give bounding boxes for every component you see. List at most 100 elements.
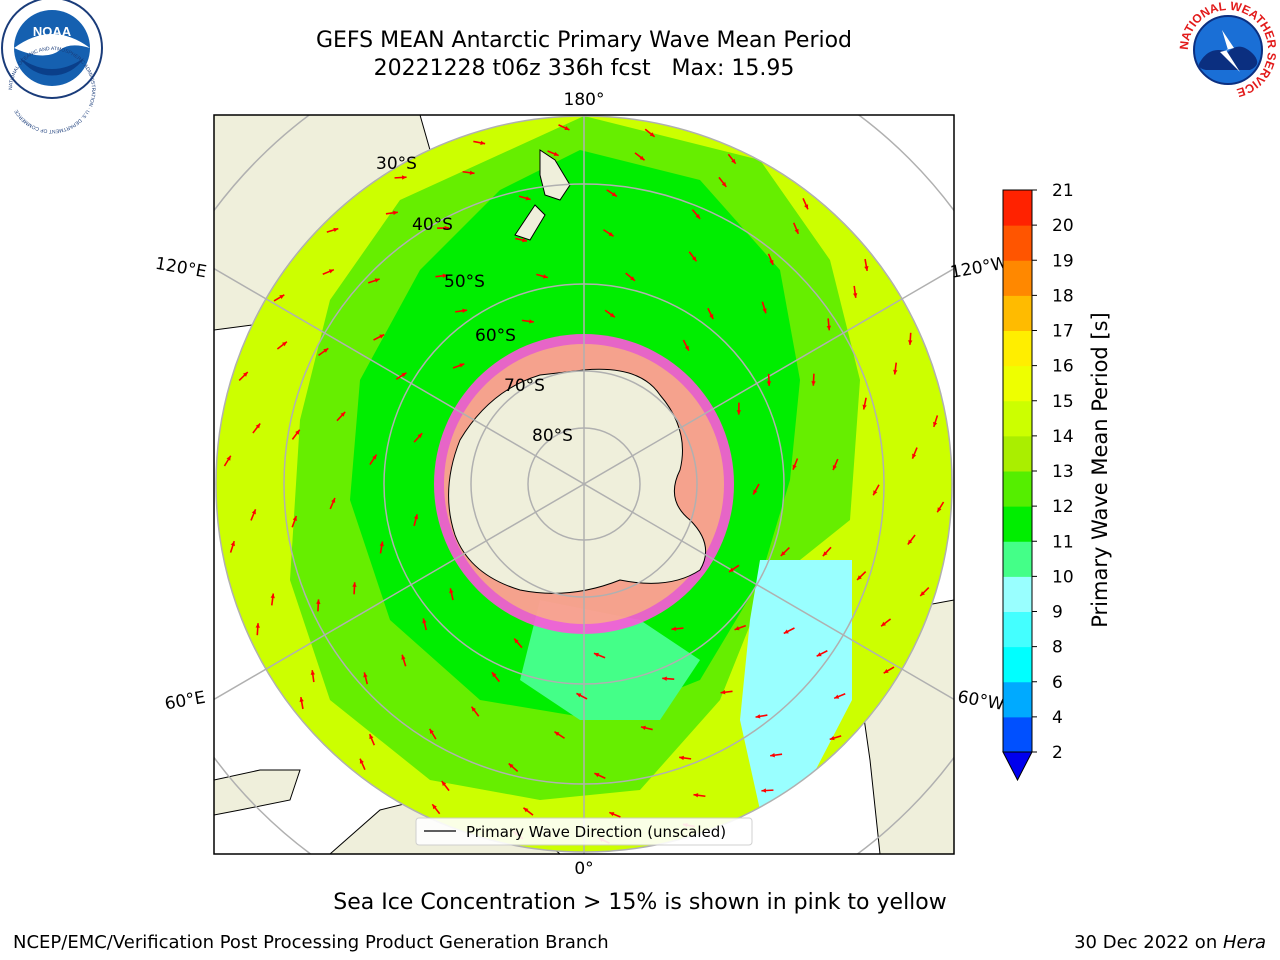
wave-arrow-head	[593, 652, 599, 657]
wave-arrow-head	[761, 788, 767, 793]
colorbar-tick-label: 8	[1052, 638, 1063, 658]
wave-arrow-head	[401, 372, 407, 377]
wave-arrow-head	[662, 676, 667, 681]
wave-arrow-head	[755, 714, 761, 719]
wave-arrow-head	[594, 773, 600, 778]
wave-arrow-head	[226, 455, 231, 461]
wave-arrow-head	[857, 575, 862, 580]
wave-arrow-head	[413, 514, 419, 520]
wave-arrow-head	[333, 227, 339, 232]
wave-arrow-head	[822, 551, 828, 557]
wave-arrow-head	[829, 736, 835, 741]
wave-arrow-head	[401, 654, 406, 660]
noaa-logo: NOAA NATIONAL OCEANIC AND ATMOSPHERIC AD…	[1, 0, 103, 134]
lat-label-80s: 80°S	[532, 426, 573, 446]
colorbar-segment	[1003, 646, 1032, 683]
land-madagascar	[214, 769, 301, 816]
wave-arrow-head	[853, 293, 858, 298]
noaa-logo-text: NOAA	[33, 24, 72, 39]
colorbar-segment	[1003, 611, 1032, 648]
wave-arrow-head	[480, 140, 486, 145]
wave-arrow-head	[255, 423, 261, 429]
colorbar-tick-label: 16	[1052, 357, 1074, 377]
wave-arrow-head	[441, 781, 447, 787]
wave-arrow-head	[444, 225, 450, 231]
wave-arrow-head	[564, 126, 570, 130]
colorbar-tick-label: 15	[1052, 392, 1074, 412]
wave-arrow-head	[525, 196, 531, 201]
wave-arrow-head	[469, 170, 475, 175]
wave-arrow-head	[299, 697, 304, 702]
wave-arrow-head	[912, 453, 917, 459]
wave-arrow-head	[243, 372, 248, 377]
latitude-labels: 30°S 40°S 50°S 60°S 70°S 80°S	[376, 154, 573, 446]
wave-arrow-head	[379, 334, 385, 339]
colorbar-label: Primary Wave Mean Period [s]	[1088, 312, 1112, 628]
wave-arrow-head	[553, 151, 559, 156]
lat-label-70s: 70°S	[504, 376, 545, 396]
wave-arrow-head	[379, 541, 384, 547]
wave-arrow-head	[816, 652, 822, 657]
wave-arrow-head	[804, 204, 809, 210]
wave-arrow-head	[832, 465, 837, 471]
wave-arrow-head	[295, 429, 300, 435]
nws-logo: NATIONAL WEATHER SERVICE	[1177, 0, 1279, 100]
graticule	[214, 115, 954, 854]
wave-arrow-head	[630, 276, 635, 281]
wave-arrow-head	[369, 734, 374, 740]
colorbar-tick-label: 18	[1052, 286, 1074, 306]
wave-arrow-head	[281, 341, 287, 347]
wave-arrow-head	[255, 623, 260, 628]
wave-arrow-head	[576, 693, 582, 698]
chart-title-line2: 20221228 t06z 336h fcst Max: 15.95	[373, 56, 795, 81]
wave-arrow-head	[873, 490, 878, 496]
wave-arrow-head	[734, 626, 740, 631]
colorbar-tick-label: 6	[1052, 673, 1063, 693]
lon-label-120w: 120°W	[949, 253, 1010, 283]
wave-arrow-head	[609, 812, 615, 817]
colorbar-segment	[1003, 506, 1032, 542]
wave-arrow-head	[542, 274, 548, 279]
colorbar-segment	[1003, 541, 1032, 577]
wave-arrow-head	[811, 381, 816, 386]
lon-label-0: 0°	[574, 859, 593, 879]
wave-arrow-head	[769, 259, 774, 265]
wave-arrow-head	[881, 621, 887, 627]
wave-arrow-head	[920, 591, 925, 596]
wave-arrow-head	[393, 210, 398, 215]
wave-arrow-head	[826, 325, 832, 331]
wave-arrow-head	[422, 618, 427, 624]
wave-arrow-head	[649, 132, 655, 137]
colorbar-segment	[1003, 576, 1032, 612]
colorbar-tick-label: 20	[1052, 216, 1074, 236]
colorbar-segment	[1003, 716, 1032, 753]
lat-label-30s: 30°S	[376, 154, 417, 174]
colorbar-segment	[1003, 225, 1032, 261]
wave-period-field-9	[740, 560, 852, 810]
wave-arrow-head	[693, 793, 699, 798]
footer-branch: NCEP/EMC/Verification Post Processing Pr…	[13, 932, 609, 953]
colorbar-tick-label: 17	[1052, 322, 1074, 342]
wave-arrow-head	[471, 706, 476, 712]
wave-arrow-head	[554, 731, 560, 736]
wave-arrow-head	[834, 694, 840, 699]
wave-arrow-head	[514, 638, 519, 644]
wave-arrow-head	[372, 454, 377, 460]
wave-arrow-head	[359, 758, 364, 764]
wave-arrow-head	[709, 314, 714, 320]
colorbar-segment	[1003, 435, 1032, 472]
wave-arrow-head	[251, 509, 256, 515]
colorbar-tick-label: 21	[1052, 181, 1074, 201]
lon-label-60e: 60°E	[163, 688, 207, 715]
wave-arrow-head	[529, 319, 534, 324]
wave-arrow-head	[608, 232, 614, 237]
wave-arrow-head	[780, 551, 786, 556]
lat-label-50s: 50°S	[444, 272, 485, 292]
wave-arrow-head	[432, 804, 437, 810]
lat-label-40s: 40°S	[412, 215, 453, 235]
wave-arrow-head	[270, 593, 275, 599]
wave-arrow-head	[695, 214, 701, 219]
wave-arrow-head	[374, 278, 380, 283]
wave-arrow-head	[331, 497, 336, 503]
